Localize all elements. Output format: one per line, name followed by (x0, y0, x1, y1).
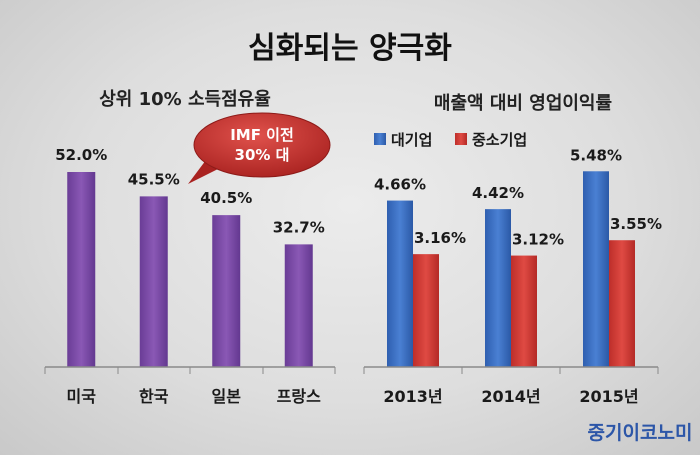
bar-value-label: 3.16% (414, 229, 466, 247)
bar-value-label: 3.55% (610, 215, 662, 233)
bar-sme-3 (609, 240, 635, 367)
legend-swatch-large (374, 133, 386, 145)
bar-large-1 (387, 200, 413, 367)
legend: 대기업 중소기업 (374, 131, 527, 149)
bar-3 (212, 215, 241, 367)
left-bar-chart: 52.0% 미국 45.5% 한국 40.5% 일본 32.7% 프랑스 (55, 146, 325, 406)
legend-swatch-sme (455, 133, 467, 145)
bar-value-label: 4.42% (472, 184, 524, 202)
category-label: 미국 (67, 387, 97, 406)
category-label: 한국 (139, 387, 169, 406)
left-axis-ticks (44, 367, 336, 374)
bar-large-2 (485, 209, 511, 367)
category-label: 일본 (212, 387, 242, 406)
bar-2 (139, 196, 168, 367)
category-label: 2014년 (481, 387, 540, 406)
category-label: 2013년 (383, 387, 442, 406)
bar-value-label: 4.66% (374, 176, 426, 194)
bar-large-3 (583, 171, 609, 367)
callout-line-1: IMF 이전 (230, 126, 294, 144)
bar-value-label: 52.0% (55, 146, 107, 164)
bar-value-label: 40.5% (200, 189, 252, 207)
legend-label-large: 대기업 (391, 131, 432, 149)
bar-value-label: 45.5% (128, 170, 180, 188)
right-axis-ticks (363, 367, 659, 374)
left-chart-title: 상위 10% 소득점유율 (99, 89, 271, 110)
right-chart-title: 매출액 대비 영업이익률 (434, 93, 612, 114)
bar-value-label: 3.12% (512, 231, 564, 249)
imf-callout: IMF 이전 30% 대 (188, 112, 331, 184)
right-bar-chart: 4.66% 3.16% 2013년 4.42% 3.12% 2014년 5.48% 3.55%… (374, 146, 662, 406)
bar-value-label: 5.48% (570, 146, 622, 164)
category-label: 2015년 (579, 387, 638, 406)
category-label: 프랑스 (277, 387, 321, 406)
bar-sme-2 (511, 255, 537, 367)
bar-4 (284, 244, 313, 367)
brand-logo-text: 중기이코노미 (588, 422, 693, 444)
bar-1 (67, 172, 96, 367)
callout-line-2: 30% 대 (235, 146, 290, 164)
bar-value-label: 32.7% (273, 218, 325, 236)
main-title: 심화되는 양극화 (248, 31, 452, 66)
bar-sme-1 (413, 254, 439, 367)
legend-label-sme: 중소기업 (472, 131, 527, 149)
